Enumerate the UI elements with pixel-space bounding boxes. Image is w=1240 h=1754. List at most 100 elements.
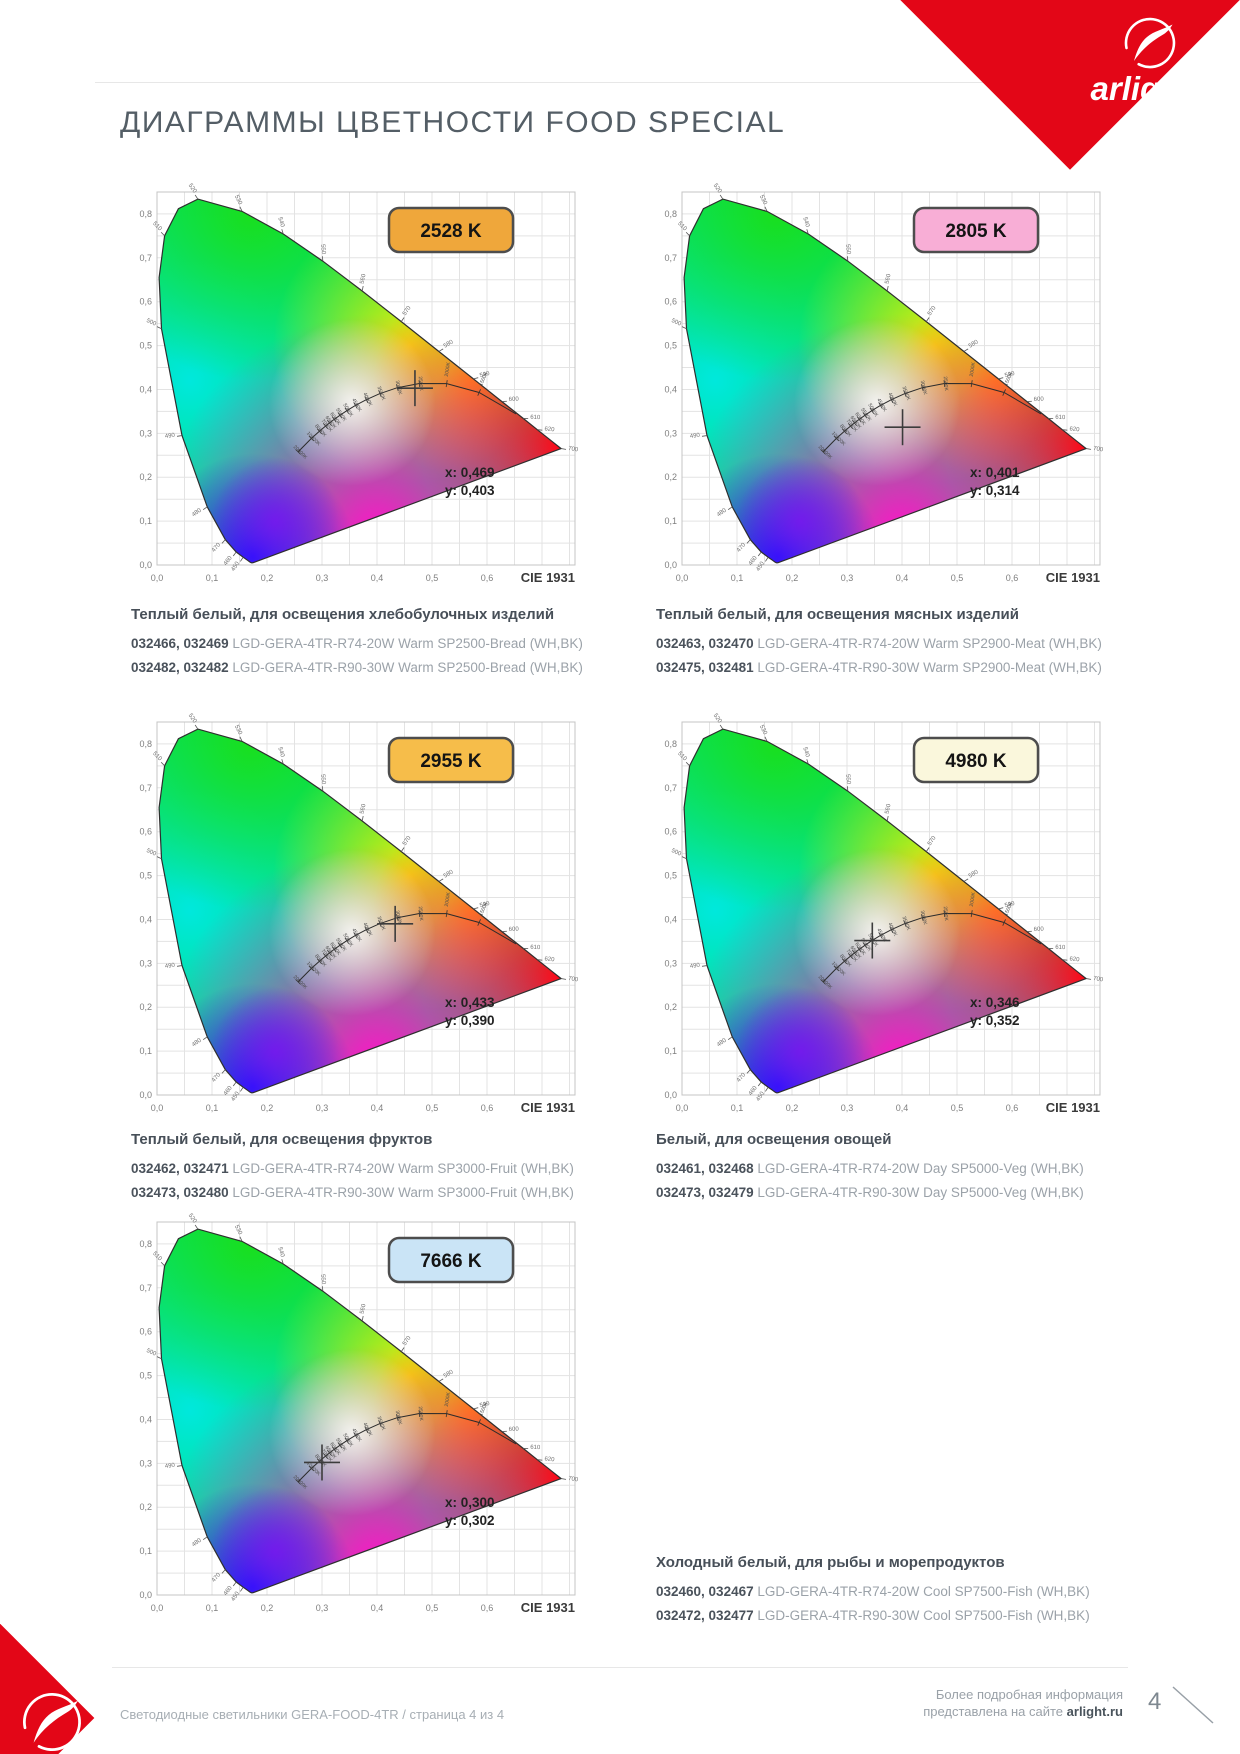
svg-text:450: 450: [756, 560, 767, 572]
svg-text:0,8: 0,8: [139, 1239, 152, 1249]
svg-text:460: 460: [223, 1585, 234, 1597]
page-number-slash: [1172, 1686, 1214, 1724]
svg-text:1500K: 1500K: [478, 1401, 490, 1417]
svg-text:600: 600: [509, 397, 520, 404]
chart-caption-meat: Теплый белый, для освещения мясных издел…: [656, 606, 1102, 680]
svg-text:520: 520: [712, 713, 723, 725]
product-line: 032461, 032468 LGD-GERA-4TR-R74-20W Day …: [656, 1157, 1084, 1181]
svg-text:490: 490: [690, 963, 701, 971]
svg-text:520: 520: [187, 183, 198, 195]
svg-text:0,1: 0,1: [731, 573, 744, 583]
svg-text:0,2: 0,2: [786, 1103, 799, 1113]
svg-text:0,5: 0,5: [139, 871, 152, 881]
svg-text:3500K: 3500K: [376, 386, 387, 402]
svg-text:580: 580: [443, 869, 455, 880]
svg-text:0,0: 0,0: [664, 560, 677, 570]
arlight-site-link[interactable]: arlight.ru: [1066, 1704, 1123, 1719]
cct-badge: 2805 K: [912, 206, 1040, 254]
caption-title: Теплый белый, для освещения фруктов: [131, 1131, 433, 1148]
svg-text:2000K: 2000K: [444, 361, 452, 377]
svg-text:450: 450: [231, 560, 242, 572]
product-codes: 032463, 032470: [656, 636, 754, 651]
svg-text:490: 490: [165, 963, 176, 971]
svg-text:450: 450: [231, 1090, 242, 1102]
svg-text:0,0: 0,0: [139, 1590, 152, 1600]
svg-text:0,5: 0,5: [951, 1103, 964, 1113]
svg-text:0,6: 0,6: [481, 1103, 494, 1113]
svg-text:0,4: 0,4: [664, 915, 677, 925]
svg-text:470: 470: [211, 1072, 223, 1084]
svg-text:530: 530: [233, 1224, 243, 1236]
product-line: 032475, 032481 LGD-GERA-4TR-R90-30W Warm…: [656, 656, 1102, 680]
chromaticity-marker: [854, 922, 891, 959]
svg-text:550: 550: [319, 244, 326, 255]
axis-labels: 0,0 0,1 0,2 0,3 0,4 0,5 0,6 0,7 0,8 0,0 0,1 0,2 0,3 0…: [664, 209, 1018, 583]
product-name: LGD-GERA-4TR-R90-30W Warm SP2900-Meat (W…: [753, 660, 1102, 675]
axis-labels: 0,0 0,1 0,2 0,3 0,4 0,5 0,6 0,7 0,8 0,0 0,1 0,2 0,3 0…: [139, 739, 493, 1113]
product-codes: 032472, 032477: [656, 1608, 754, 1623]
svg-text:700: 700: [568, 446, 579, 454]
svg-text:700: 700: [1093, 976, 1104, 984]
svg-text:0,5: 0,5: [664, 871, 677, 881]
svg-text:0,1: 0,1: [206, 1603, 219, 1613]
svg-text:0,2: 0,2: [664, 472, 677, 482]
svg-text:450: 450: [756, 1090, 767, 1102]
planckian-locus: [297, 382, 517, 453]
svg-text:480: 480: [716, 507, 728, 518]
svg-text:y: 0,302: y: 0,302: [445, 1513, 495, 1528]
product-codes: 032473, 032479: [656, 1185, 754, 1200]
cie-diagram-bread: 450 460 470 480 490 500 510 520 530 540 550 560 570 5…: [120, 180, 590, 597]
chromaticity-marker: [396, 370, 433, 407]
product-codes: 032475, 032481: [656, 660, 754, 675]
plot-frame: [681, 191, 1101, 566]
page-number: 4: [1148, 1688, 1162, 1715]
svg-text:0,6: 0,6: [139, 1327, 152, 1337]
svg-text:0,4: 0,4: [139, 915, 152, 925]
spectral-locus: [158, 198, 563, 564]
svg-text:0,8: 0,8: [139, 209, 152, 219]
svg-text:x: 0,346: x: 0,346: [970, 995, 1020, 1010]
svg-text:700: 700: [568, 976, 579, 984]
svg-text:540: 540: [801, 217, 810, 229]
svg-text:580: 580: [443, 339, 455, 350]
svg-text:500: 500: [145, 318, 157, 328]
product-codes: 032482, 032482: [131, 660, 229, 675]
product-name: LGD-GERA-4TR-R74-20W Cool SP7500-Fish (W…: [753, 1584, 1090, 1599]
svg-text:520: 520: [712, 183, 723, 195]
plot-frame: [156, 191, 576, 566]
svg-text:0,7: 0,7: [664, 253, 677, 263]
arlight-swoosh-icon: [1124, 17, 1176, 69]
caption-title: Теплый белый, для освещения мясных издел…: [656, 606, 1019, 623]
svg-text:500: 500: [145, 848, 157, 858]
chart-caption-fruit: Теплый белый, для освещения фруктов 03246…: [131, 1131, 574, 1205]
svg-text:0,3: 0,3: [841, 1103, 854, 1113]
product-line: 032460, 032467 LGD-GERA-4TR-R74-20W Cool…: [656, 1580, 1090, 1604]
svg-text:590: 590: [479, 901, 491, 909]
product-name: LGD-GERA-4TR-R90-30W Warm SP2500-Bread (…: [228, 660, 583, 675]
svg-text:530: 530: [233, 194, 243, 206]
svg-text:550: 550: [844, 244, 851, 255]
svg-text:0,6: 0,6: [139, 827, 152, 837]
svg-text:580: 580: [968, 339, 980, 350]
svg-text:500: 500: [670, 318, 682, 328]
svg-text:2000K: 2000K: [444, 891, 452, 907]
svg-text:560: 560: [885, 803, 893, 815]
chromaticity-marker: [304, 1444, 340, 1481]
chart-caption-veg: Белый, для освещения овощей 032461, 03246…: [656, 1131, 1084, 1205]
svg-text:600: 600: [509, 927, 520, 934]
arlight-logo: arlight®: [1091, 17, 1200, 107]
svg-text:2500K: 2500K: [942, 906, 949, 922]
product-codes: 032473, 032480: [131, 1185, 229, 1200]
axis-labels: 0,0 0,1 0,2 0,3 0,4 0,5 0,6 0,7 0,8 0,0 0,1 0,2 0,3 0…: [139, 1239, 493, 1613]
svg-text:510: 510: [151, 751, 163, 763]
svg-text:570: 570: [402, 835, 413, 847]
product-name: LGD-GERA-4TR-R74-20W Warm SP3000-Fruit (…: [228, 1161, 574, 1176]
plot-frame: [681, 721, 1101, 1096]
svg-text:470: 470: [736, 1072, 748, 1084]
svg-text:y: 0,390: y: 0,390: [445, 1013, 495, 1028]
svg-text:1500K: 1500K: [478, 371, 490, 387]
svg-text:0,3: 0,3: [841, 573, 854, 583]
